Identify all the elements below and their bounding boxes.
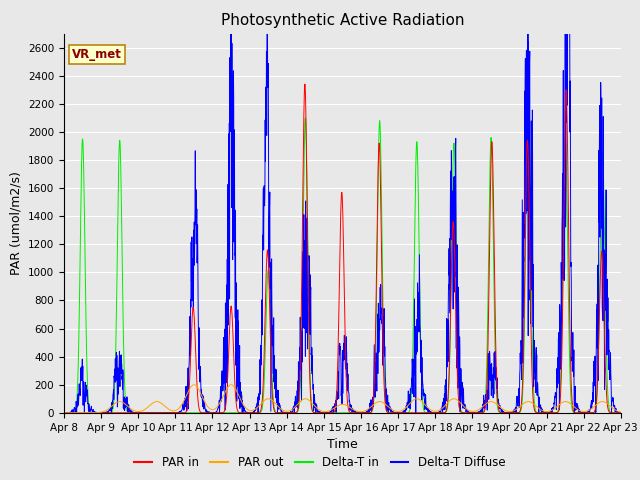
Text: VR_met: VR_met xyxy=(72,48,122,61)
Title: Photosynthetic Active Radiation: Photosynthetic Active Radiation xyxy=(221,13,464,28)
Y-axis label: PAR (umol/m2/s): PAR (umol/m2/s) xyxy=(10,171,22,275)
X-axis label: Time: Time xyxy=(327,438,358,451)
Legend: PAR in, PAR out, Delta-T in, Delta-T Diffuse: PAR in, PAR out, Delta-T in, Delta-T Dif… xyxy=(130,452,510,474)
